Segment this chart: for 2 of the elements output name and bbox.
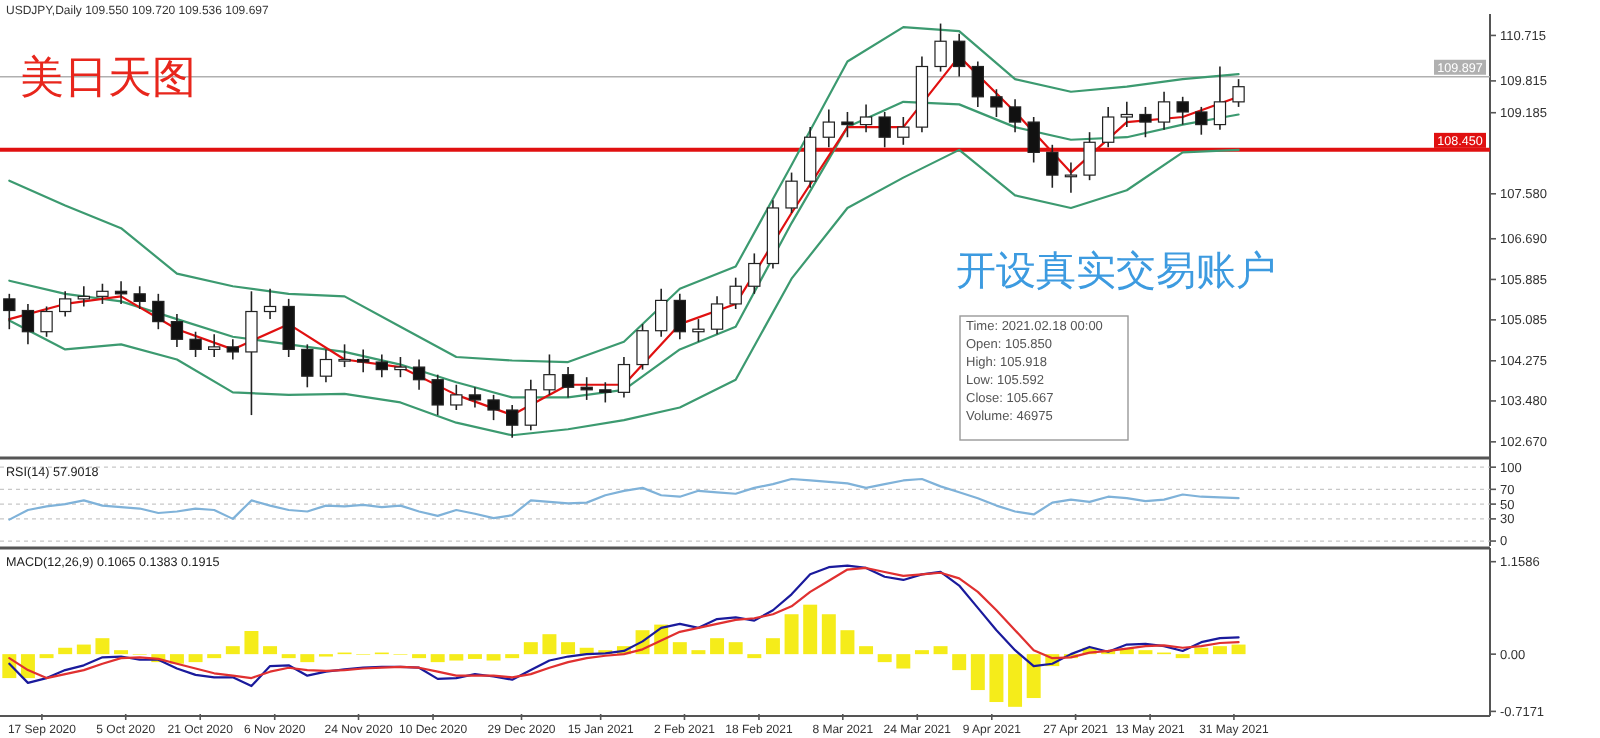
text: 美日天图	[20, 52, 196, 102]
annotation: 开设真实交易账户	[956, 250, 1276, 294]
